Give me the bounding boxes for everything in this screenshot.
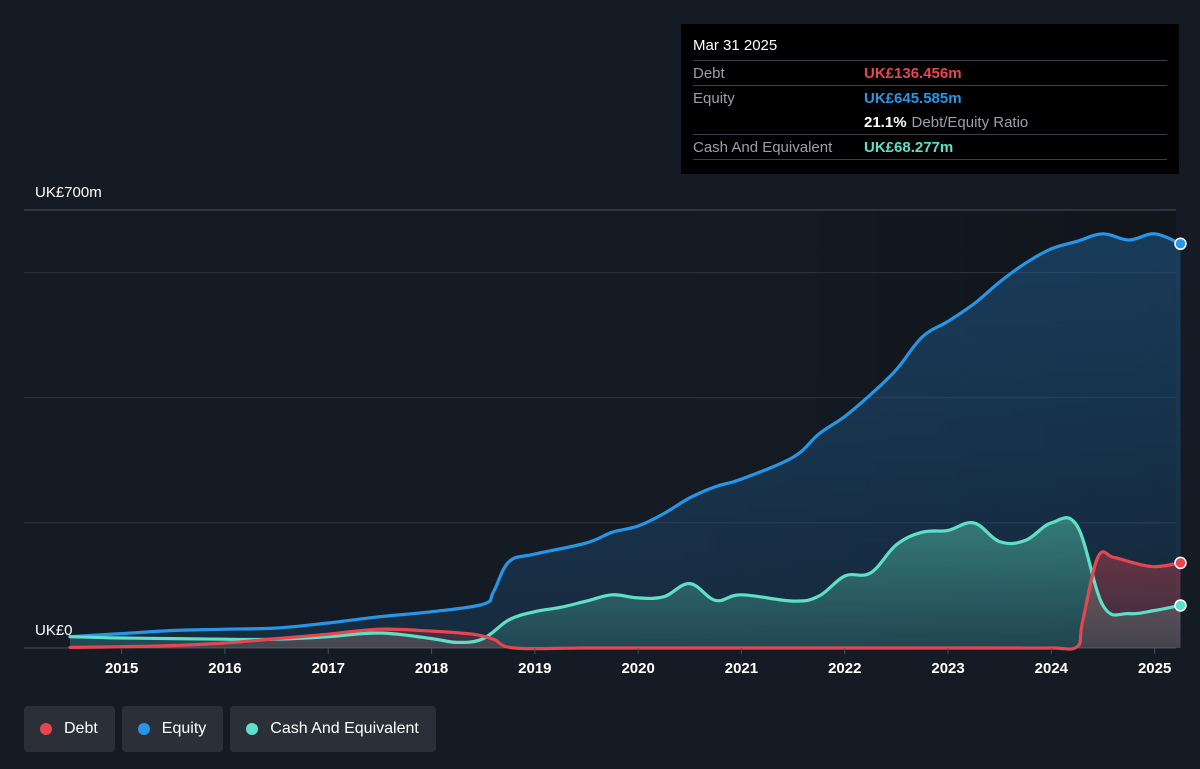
x-tick-label: 2025 bbox=[1138, 660, 1171, 677]
x-tick-label: 2019 bbox=[518, 660, 551, 677]
tooltip-row-cash: Cash And Equivalent UK£68.277m bbox=[693, 134, 1167, 160]
y-tick-label-zero: UK£0 bbox=[35, 622, 73, 639]
legend-equity-label: Equity bbox=[161, 720, 207, 737]
debt-end-marker bbox=[1174, 556, 1187, 570]
legend: Debt Equity Cash And Equivalent bbox=[24, 706, 436, 752]
legend-item-debt[interactable]: Debt bbox=[24, 706, 115, 752]
x-tick-label: 2021 bbox=[725, 660, 758, 677]
legend-item-cash[interactable]: Cash And Equivalent bbox=[230, 706, 436, 752]
x-tick-label: 2018 bbox=[415, 660, 448, 677]
cash-and-equivalent-end-marker bbox=[1174, 599, 1187, 612]
tooltip-panel: Mar 31 2025 Debt UK£136.456m Equity UK£6… bbox=[681, 24, 1179, 174]
tooltip-row-equity: Equity UK£645.585m bbox=[693, 85, 1167, 110]
end-markers bbox=[1174, 237, 1187, 612]
legend-debt-label: Debt bbox=[64, 720, 98, 737]
tooltip-debt-label: Debt bbox=[693, 64, 725, 82]
x-tick-label: 2017 bbox=[312, 660, 345, 677]
equity-dot-icon bbox=[137, 723, 150, 735]
tooltip-row-debt: Debt UK£136.456m bbox=[693, 60, 1167, 85]
tooltip-ratio-label: Debt/Equity Ratio bbox=[911, 113, 1029, 131]
series-areas bbox=[70, 233, 1181, 650]
cash-dot-icon bbox=[246, 723, 259, 735]
tooltip-debt-value: UK£136.456m bbox=[864, 64, 962, 82]
equity-end-marker bbox=[1174, 237, 1187, 251]
x-tick-label: 2022 bbox=[828, 660, 861, 677]
tooltip-equity-value: UK£645.585m bbox=[864, 89, 962, 107]
cash-and-equivalent-area bbox=[70, 517, 1181, 648]
tooltip-date: Mar 31 2025 bbox=[693, 37, 778, 54]
tooltip-row-ratio: 21.1% Debt/Equity Ratio bbox=[693, 110, 1167, 134]
x-tick-label: 2020 bbox=[621, 660, 654, 677]
tooltip-cash-label: Cash And Equivalent bbox=[693, 138, 833, 156]
x-tick-label: 2023 bbox=[931, 660, 964, 677]
tooltip-ratio-value: 21.1% bbox=[864, 113, 907, 131]
debt-line bbox=[68, 550, 1183, 651]
x-tick-label: 2015 bbox=[105, 660, 138, 677]
tooltip-equity-label: Equity bbox=[693, 89, 735, 107]
x-axis-ticks: 2015 2016 2017 2018 2019 2020 2021 2022 2023 2024… bbox=[105, 648, 1171, 677]
debt-dot-icon bbox=[40, 723, 52, 735]
series-lines bbox=[68, 232, 1183, 651]
y-tick-label-top: UK£700m bbox=[35, 184, 102, 201]
equity-line bbox=[68, 232, 1183, 639]
legend-item-equity[interactable]: Equity bbox=[121, 706, 224, 752]
x-tick-label: 2016 bbox=[208, 660, 241, 677]
debt-equity-chart: 2015 2016 2017 2018 2019 2020 2021 2022 2023 2024… bbox=[24, 209, 1187, 677]
tooltip-cash-value: UK£68.277m bbox=[864, 138, 954, 156]
x-tick-label: 2024 bbox=[1035, 660, 1069, 677]
cash-and-equivalent-line bbox=[68, 516, 1183, 645]
legend-cash-label: Cash And Equivalent bbox=[270, 720, 419, 737]
